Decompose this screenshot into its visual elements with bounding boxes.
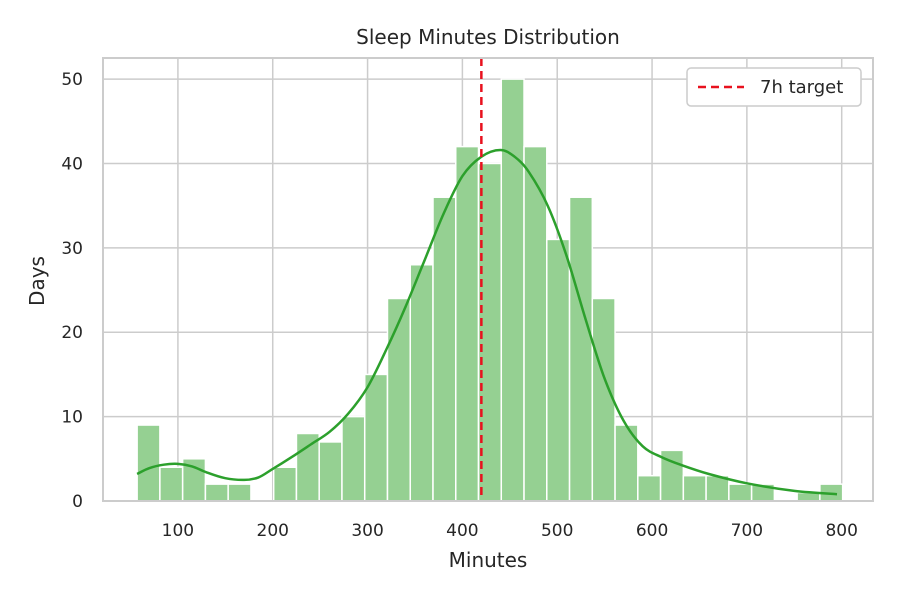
x-tick-label: 200 (257, 521, 289, 541)
histogram-bar (227, 483, 252, 502)
y-tick-label: 20 (61, 323, 83, 343)
histogram-bar (637, 474, 662, 502)
histogram-bar (500, 78, 525, 502)
x-tick-label: 400 (446, 521, 478, 541)
y-tick-label: 0 (72, 492, 83, 512)
y-tick-label: 40 (61, 154, 83, 174)
kde-curve-group (136, 148, 838, 496)
x-tick-label: 300 (351, 521, 383, 541)
histogram-bars (136, 78, 844, 502)
x-tick-label: 600 (636, 521, 668, 541)
x-axis-label: Minutes (449, 548, 528, 572)
histogram-bar (409, 263, 434, 502)
histogram-bar (136, 424, 161, 502)
histogram-bar (682, 474, 707, 502)
y-tick-label: 50 (61, 70, 83, 90)
histogram-bar (386, 297, 411, 502)
histogram-bar (272, 466, 298, 502)
histogram-bar (159, 466, 184, 502)
histogram-bar (455, 145, 480, 502)
y-axis-label: Days (25, 256, 49, 306)
legend-target-label: 7h target (760, 77, 843, 98)
histogram-bar (523, 145, 548, 502)
histogram-bar (591, 297, 616, 502)
kde-curve (136, 148, 838, 496)
chart-title: Sleep Minutes Distribution (356, 25, 620, 49)
x-tick-label: 700 (731, 521, 763, 541)
histogram-bar (204, 483, 229, 502)
histogram-bar (432, 196, 457, 502)
x-tick-label: 500 (541, 521, 573, 541)
y-tick-label: 30 (61, 239, 83, 259)
histogram-bar (295, 432, 320, 502)
plot-frame (102, 57, 874, 502)
legend: 7h target (686, 67, 862, 107)
histogram-bar (728, 483, 753, 502)
y-tick-labels: 0 10 20 30 40 50 (61, 70, 83, 512)
histogram-bar (341, 415, 366, 502)
legend-box (686, 67, 862, 107)
histogram-bar (318, 441, 343, 502)
x-tick-label: 100 (162, 521, 194, 541)
histogram-bar (363, 373, 389, 502)
histogram-bar (568, 196, 594, 502)
y-tick-label: 10 (61, 408, 83, 428)
x-tick-label: 800 (825, 521, 857, 541)
histogram-bar (546, 238, 571, 502)
x-tick-labels: 100 200 300 400 500 600 700 800 (162, 521, 858, 541)
